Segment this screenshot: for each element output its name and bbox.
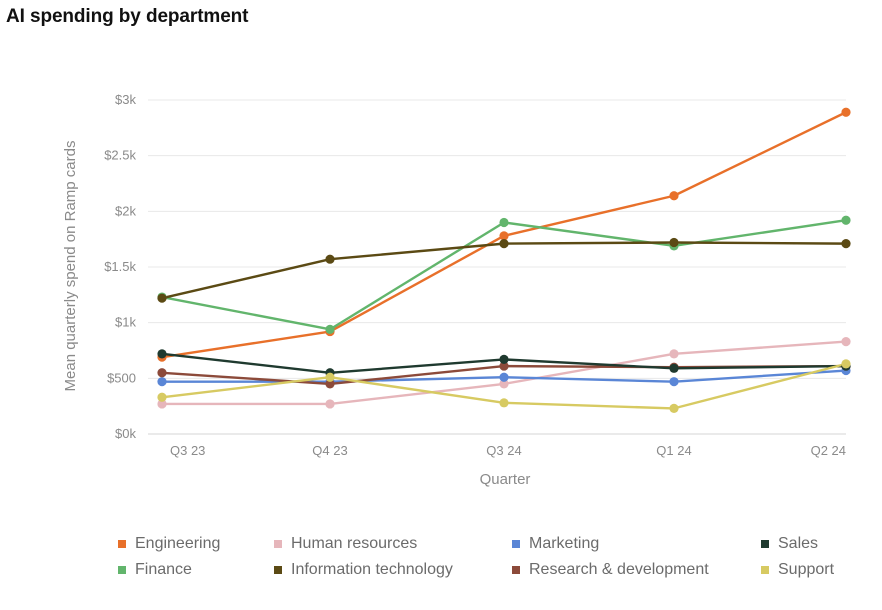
- y-tick-label: $2k: [115, 203, 136, 218]
- y-tick-label: $1.5k: [104, 259, 136, 274]
- data-point: [499, 231, 509, 241]
- data-point: [669, 349, 679, 359]
- data-point: [157, 293, 167, 303]
- data-point: [325, 324, 335, 334]
- data-point: [325, 399, 335, 409]
- x-tick-label: Q1 24: [656, 443, 691, 458]
- data-point: [669, 237, 679, 248]
- series-points: [157, 107, 851, 413]
- data-point: [841, 239, 851, 249]
- y-axis-ticks: $0k $500 $1k $1.5k $2k $2.5k $3k: [104, 92, 136, 441]
- data-point: [499, 379, 509, 389]
- data-point: [841, 215, 851, 225]
- x-tick-label: Q2 24: [811, 443, 846, 458]
- x-tick-label: Q3 24: [486, 443, 521, 458]
- data-point: [499, 239, 509, 249]
- data-point: [499, 361, 509, 371]
- y-tick-label: $500: [107, 370, 136, 385]
- series-line-information-technology: [160, 241, 848, 300]
- data-point: [499, 354, 509, 365]
- data-point: [669, 363, 679, 373]
- chart-title: AI spending by department: [6, 6, 249, 27]
- data-point: [841, 107, 851, 117]
- data-point: [669, 403, 679, 413]
- x-axis-ticks: Q3 23 Q4 23 Q3 24 Q1 24 Q2 24: [170, 443, 846, 458]
- data-point: [841, 359, 851, 369]
- y-axis-title: Mean quarterly spend on Ramp cards: [62, 141, 79, 392]
- data-point: [499, 372, 509, 382]
- data-point: [499, 217, 509, 228]
- x-tick-label: Q3 23: [170, 443, 205, 458]
- data-point: [157, 368, 167, 378]
- data-point: [157, 349, 167, 359]
- data-point: [669, 191, 679, 201]
- y-tick-label: $3k: [115, 92, 136, 107]
- y-tick-label: $1k: [115, 315, 136, 330]
- data-point: [325, 372, 335, 382]
- data-point: [499, 398, 509, 408]
- data-point: [841, 336, 851, 347]
- y-tick-label: $2.5k: [104, 148, 136, 163]
- data-point: [325, 254, 335, 264]
- y-tick-label: $0k: [115, 426, 136, 441]
- data-point: [157, 399, 167, 409]
- data-point: [669, 377, 679, 387]
- data-point: [157, 392, 167, 402]
- data-point: [157, 377, 167, 387]
- x-tick-label: Q4 23: [312, 443, 347, 458]
- data-point: [325, 379, 335, 389]
- x-axis-title: Quarter: [480, 471, 531, 488]
